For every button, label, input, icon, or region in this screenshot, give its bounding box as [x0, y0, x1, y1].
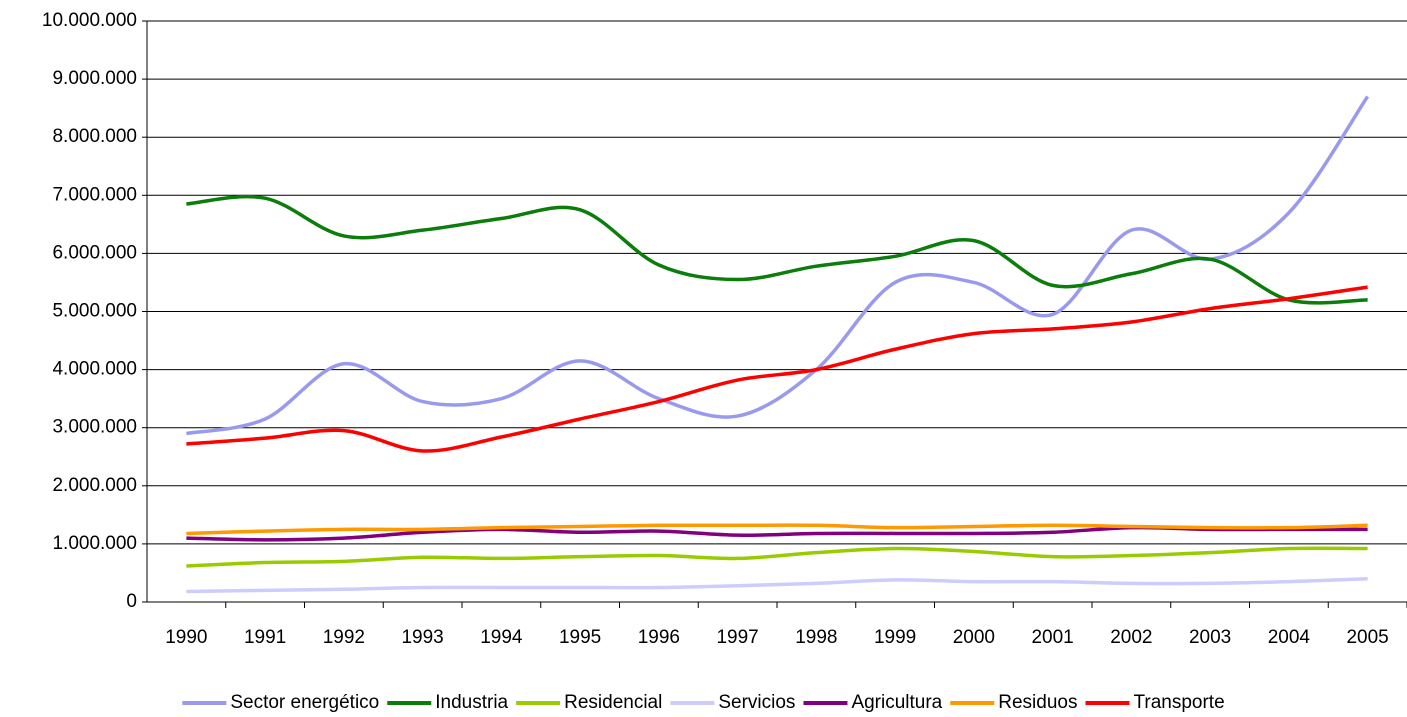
x-tick-label: 1991: [244, 627, 286, 648]
y-tick-label: 10.000.000: [42, 10, 137, 31]
series-line: [186, 95, 1370, 436]
legend-label: Agricultura: [851, 692, 942, 713]
y-tick-label: 5.000.000: [52, 301, 137, 322]
x-tick-label: 1996: [638, 627, 680, 648]
x-tick-label: 2003: [1189, 627, 1231, 648]
legend-label: Industria: [435, 692, 508, 713]
series-line: [186, 285, 1368, 453]
y-tick-label: 2.000.000: [52, 475, 137, 496]
x-tick-label: 1999: [874, 627, 916, 648]
y-tick-label: 9.000.000: [52, 68, 137, 89]
x-tick-label: 1990: [165, 627, 207, 648]
legend-label: Servicios: [718, 692, 795, 713]
legend-label: Transporte: [1133, 692, 1224, 713]
series-line: [186, 577, 1368, 594]
series-line: [186, 546, 1368, 568]
x-tick-label: 1997: [716, 627, 758, 648]
x-tick-label: 1994: [480, 627, 523, 648]
x-tick-label: 1995: [559, 627, 601, 648]
y-tick-label: 3.000.000: [52, 417, 137, 438]
x-tick-label: 2005: [1346, 627, 1388, 648]
series-line: [186, 523, 1368, 536]
x-tick-label: 2004: [1268, 627, 1311, 648]
y-tick-label: 7.000.000: [52, 184, 137, 205]
legend-label: Sector energético: [230, 692, 379, 713]
x-tick-label: 1993: [401, 627, 443, 648]
x-tick-label: 2002: [1110, 627, 1152, 648]
x-tick-label: 1998: [795, 627, 837, 648]
legend-label: Residencial: [564, 692, 662, 713]
y-tick-label: 8.000.000: [52, 126, 137, 147]
y-tick-label: 4.000.000: [52, 359, 137, 380]
y-tick-label: 0: [126, 591, 137, 612]
y-tick-label: 1.000.000: [52, 533, 137, 554]
series-line: [186, 194, 1368, 305]
x-tick-label: 2000: [953, 627, 995, 648]
x-tick-label: 2001: [1031, 627, 1073, 648]
y-tick-label: 6.000.000: [52, 242, 137, 263]
x-tick-label: 1992: [323, 627, 365, 648]
legend-label: Residuos: [998, 692, 1077, 713]
